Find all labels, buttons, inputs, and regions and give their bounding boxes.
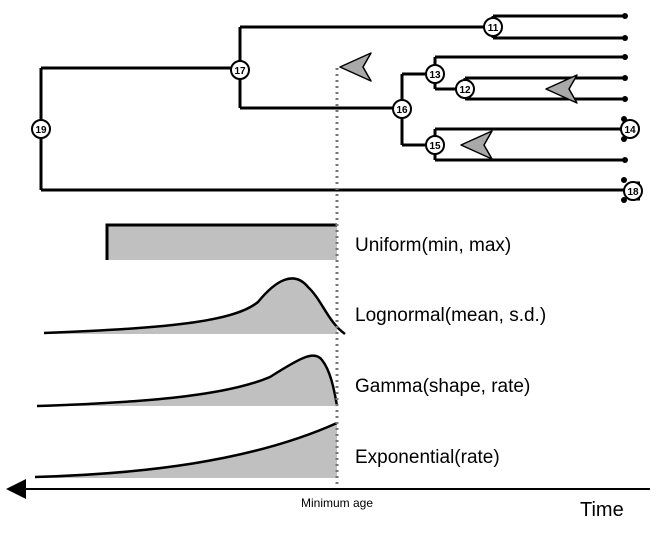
minimum-age-label: Minimum age	[301, 496, 373, 510]
tip-dot	[621, 177, 627, 183]
tip-dot	[622, 157, 628, 163]
node-19: 19	[31, 119, 51, 139]
node-label: 19	[35, 125, 47, 136]
tip-dot	[622, 96, 628, 102]
node-circles: 19 17 11 16 13 12 15 14	[31, 17, 643, 201]
node-16: 16	[392, 99, 412, 119]
tip-dot	[621, 197, 627, 203]
uniform-outline	[105, 223, 337, 260]
calibration-marker-17	[339, 52, 372, 82]
time-arrow-icon	[6, 479, 26, 499]
node-13: 13	[425, 64, 445, 84]
time-axis: Minimum age Time	[6, 479, 650, 521]
node-label: 14	[624, 125, 636, 136]
node-label: 17	[234, 66, 246, 77]
node-18: 18	[623, 181, 643, 201]
distributions: Uniform(min, max) Lognormal(mean, s.d.) …	[34, 223, 546, 479]
gamma-distribution: Gamma(shape, rate)	[36, 354, 530, 408]
node-label: 13	[429, 70, 441, 81]
gamma-fill	[37, 355, 337, 406]
node-label: 16	[396, 105, 408, 116]
tip-dot	[622, 35, 628, 41]
gamma-label: Gamma(shape, rate)	[355, 376, 530, 397]
uniform-fill	[107, 225, 337, 260]
node-11: 11	[483, 17, 503, 37]
node-17: 17	[230, 60, 250, 80]
tip-dot	[622, 13, 628, 19]
lognormal-curve	[43, 277, 346, 336]
node-label: 11	[488, 23, 499, 34]
exponential-label: Exponential(rate)	[355, 447, 500, 468]
node-12: 12	[455, 79, 475, 99]
node-15: 15	[425, 135, 445, 155]
calibration-marker-15	[460, 130, 493, 160]
node-14: 14	[620, 119, 640, 139]
lognormal-distribution: Lognormal(mean, s.d.)	[43, 277, 546, 336]
exponential-fill	[35, 423, 337, 478]
tip-dot	[622, 75, 628, 81]
tip-dots	[621, 13, 628, 203]
phylogenetic-tree	[39, 14, 640, 201]
node-label: 12	[459, 85, 471, 96]
node-label: 15	[429, 141, 441, 152]
calibration-marker-12	[545, 74, 578, 104]
uniform-label: Uniform(min, max)	[355, 235, 511, 256]
uniform-distribution: Uniform(min, max)	[105, 223, 511, 260]
calibration-markers	[339, 52, 578, 160]
node-label: 18	[627, 187, 639, 198]
lognormal-label: Lognormal(mean, s.d.)	[355, 305, 546, 326]
exponential-curve	[34, 421, 338, 479]
time-label: Time	[580, 499, 624, 521]
exponential-distribution: Exponential(rate)	[34, 421, 500, 479]
lognormal-fill	[44, 278, 337, 334]
gamma-curve	[36, 354, 339, 408]
tip-dot	[622, 54, 628, 60]
